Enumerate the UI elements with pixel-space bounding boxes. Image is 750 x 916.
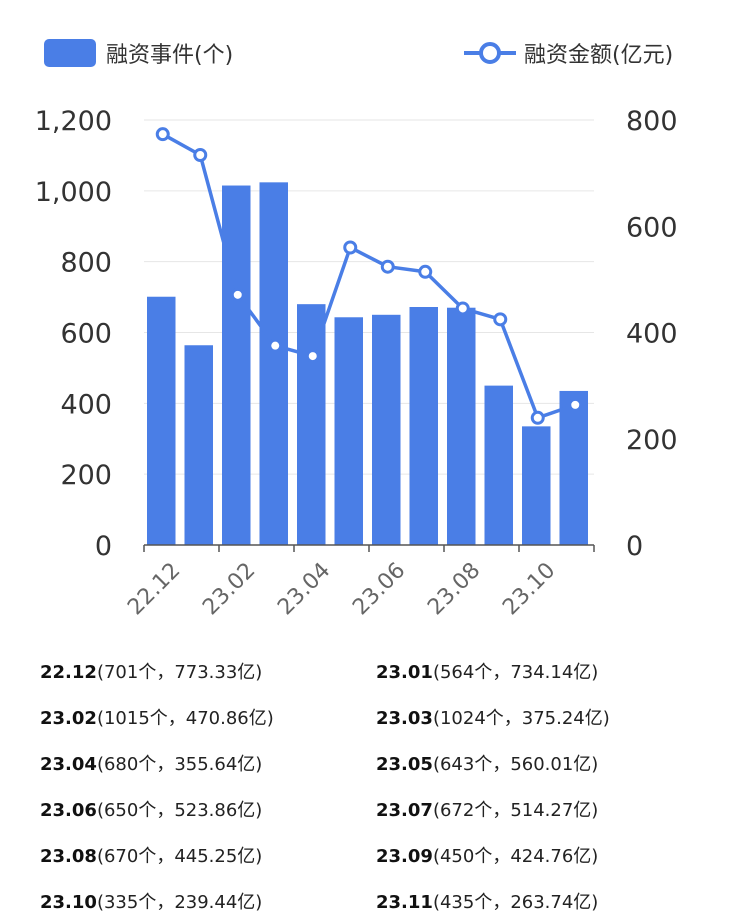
summary-detail: (1024个，375.24亿) xyxy=(432,708,610,729)
y-right-tick-label: 600 xyxy=(626,212,678,243)
bar-23.05 xyxy=(334,317,363,545)
summary-detail: (650个，523.86亿) xyxy=(96,800,263,821)
line-point-23.01 xyxy=(193,147,208,162)
line-point-23.10 xyxy=(530,410,545,425)
line-point-23.02 xyxy=(230,287,245,302)
x-tick-label: 23.08 xyxy=(423,558,485,620)
summary-item: 23.10(335个，239.44亿) xyxy=(40,888,262,914)
line-point-23.06 xyxy=(380,259,395,274)
summary-month: 23.04 xyxy=(40,754,97,775)
legend-line-label: 融资金额(亿元) xyxy=(524,43,674,68)
bar-23.04 xyxy=(297,304,326,545)
summary-item: 23.07(672个，514.27亿) xyxy=(376,796,598,822)
summary-item: 23.02(1015个，470.86亿) xyxy=(40,704,274,730)
y-left-tick-label: 200 xyxy=(60,460,112,491)
bar-23.10 xyxy=(522,426,551,545)
x-tick-label: 23.10 xyxy=(498,558,560,620)
summary-item: 23.05(643个，560.01亿) xyxy=(376,750,598,776)
y-right-tick-label: 0 xyxy=(626,531,643,562)
legend-item-bar[interactable]: 融资事件(个) xyxy=(44,36,233,70)
x-tick-label: 22.12 xyxy=(123,558,185,620)
line-point-23.08 xyxy=(455,301,470,316)
bar-23.07 xyxy=(409,307,438,545)
y-right-tick-label: 200 xyxy=(626,425,678,456)
bar-23.06 xyxy=(372,314,401,545)
bar-23.09 xyxy=(484,385,513,545)
summary-detail: (672个，514.27亿) xyxy=(432,800,599,821)
summary-month: 23.03 xyxy=(376,708,433,729)
line-point-23.09 xyxy=(493,312,508,327)
bar-23.03 xyxy=(259,182,288,546)
summary-item: 23.03(1024个，375.24亿) xyxy=(376,704,610,730)
summary-month: 23.11 xyxy=(376,892,433,913)
line-point-23.03 xyxy=(268,338,283,353)
y-left-tick-label: 400 xyxy=(60,389,112,420)
line-point-23.11 xyxy=(568,397,583,412)
line-point-23.05 xyxy=(343,240,358,255)
bar-23.02 xyxy=(222,185,251,546)
bar-22.12 xyxy=(147,296,176,545)
y-left-tick-label: 1,200 xyxy=(35,106,112,137)
y-right-tick-label: 800 xyxy=(626,106,678,137)
y-right-tick-label: 400 xyxy=(626,319,678,350)
bar-23.01 xyxy=(184,345,213,545)
summary-item: 23.09(450个，424.76亿) xyxy=(376,842,598,868)
line-point-23.07 xyxy=(418,264,433,279)
summary-item: 23.11(435个，263.74亿) xyxy=(376,888,598,914)
summary-detail: (1015个，470.86亿) xyxy=(96,708,274,729)
summary-detail: (435个，263.74亿) xyxy=(432,892,599,913)
summary-detail: (701个，773.33亿) xyxy=(96,662,263,683)
bar-23.11 xyxy=(559,390,588,545)
line-point-23.04 xyxy=(305,349,320,364)
combo-chart: 0 200 400 600 800 1,000 1,200 0 200 400 600 800 22.1… xyxy=(35,106,678,620)
summary-detail: (670个，445.25亿) xyxy=(96,846,263,867)
summary-month: 23.06 xyxy=(40,800,97,821)
summary-detail: (564个，734.14亿) xyxy=(432,662,599,683)
summary-month: 23.10 xyxy=(40,892,97,913)
y-left-tick-label: 600 xyxy=(60,319,112,350)
summary-detail: (450个，424.76亿) xyxy=(432,846,599,867)
bar-23.08 xyxy=(447,307,476,545)
summary-month: 23.07 xyxy=(376,800,433,821)
x-tick-label: 23.02 xyxy=(198,558,260,620)
legend-bar-swatch xyxy=(44,39,96,67)
legend-bar-label: 融资事件(个) xyxy=(106,43,234,68)
summary-item: 23.01(564个，734.14亿) xyxy=(376,658,598,684)
summary-item: 23.06(650个，523.86亿) xyxy=(40,796,262,822)
summary-detail: (680个，355.64亿) xyxy=(96,754,263,775)
summary-month: 22.12 xyxy=(40,662,97,683)
x-tick-label: 23.06 xyxy=(348,558,410,620)
summary-detail: (643个，560.01亿) xyxy=(432,754,599,775)
legend-line-swatch xyxy=(464,42,516,64)
summary-month: 23.05 xyxy=(376,754,433,775)
summary-item: 23.08(670个，445.25亿) xyxy=(40,842,262,868)
summary-item: 23.04(680个，355.64亿) xyxy=(40,750,262,776)
summary-month: 23.02 xyxy=(40,708,97,729)
y-left-tick-label: 800 xyxy=(60,248,112,279)
y-left-tick-label: 1,000 xyxy=(35,177,112,208)
summary-month: 23.09 xyxy=(376,846,433,867)
x-tick-label: 23.04 xyxy=(273,558,335,620)
summary-month: 23.01 xyxy=(376,662,433,683)
line-series-path xyxy=(161,132,576,420)
line-point-22.12 xyxy=(155,127,170,142)
summary-detail: (335个，239.44亿) xyxy=(96,892,263,913)
summary-item: 22.12(701个，773.33亿) xyxy=(40,658,262,684)
legend-item-line[interactable]: 融资金额(亿元) xyxy=(464,36,673,70)
summary-month: 23.08 xyxy=(40,846,97,867)
y-left-tick-label: 0 xyxy=(95,531,112,562)
